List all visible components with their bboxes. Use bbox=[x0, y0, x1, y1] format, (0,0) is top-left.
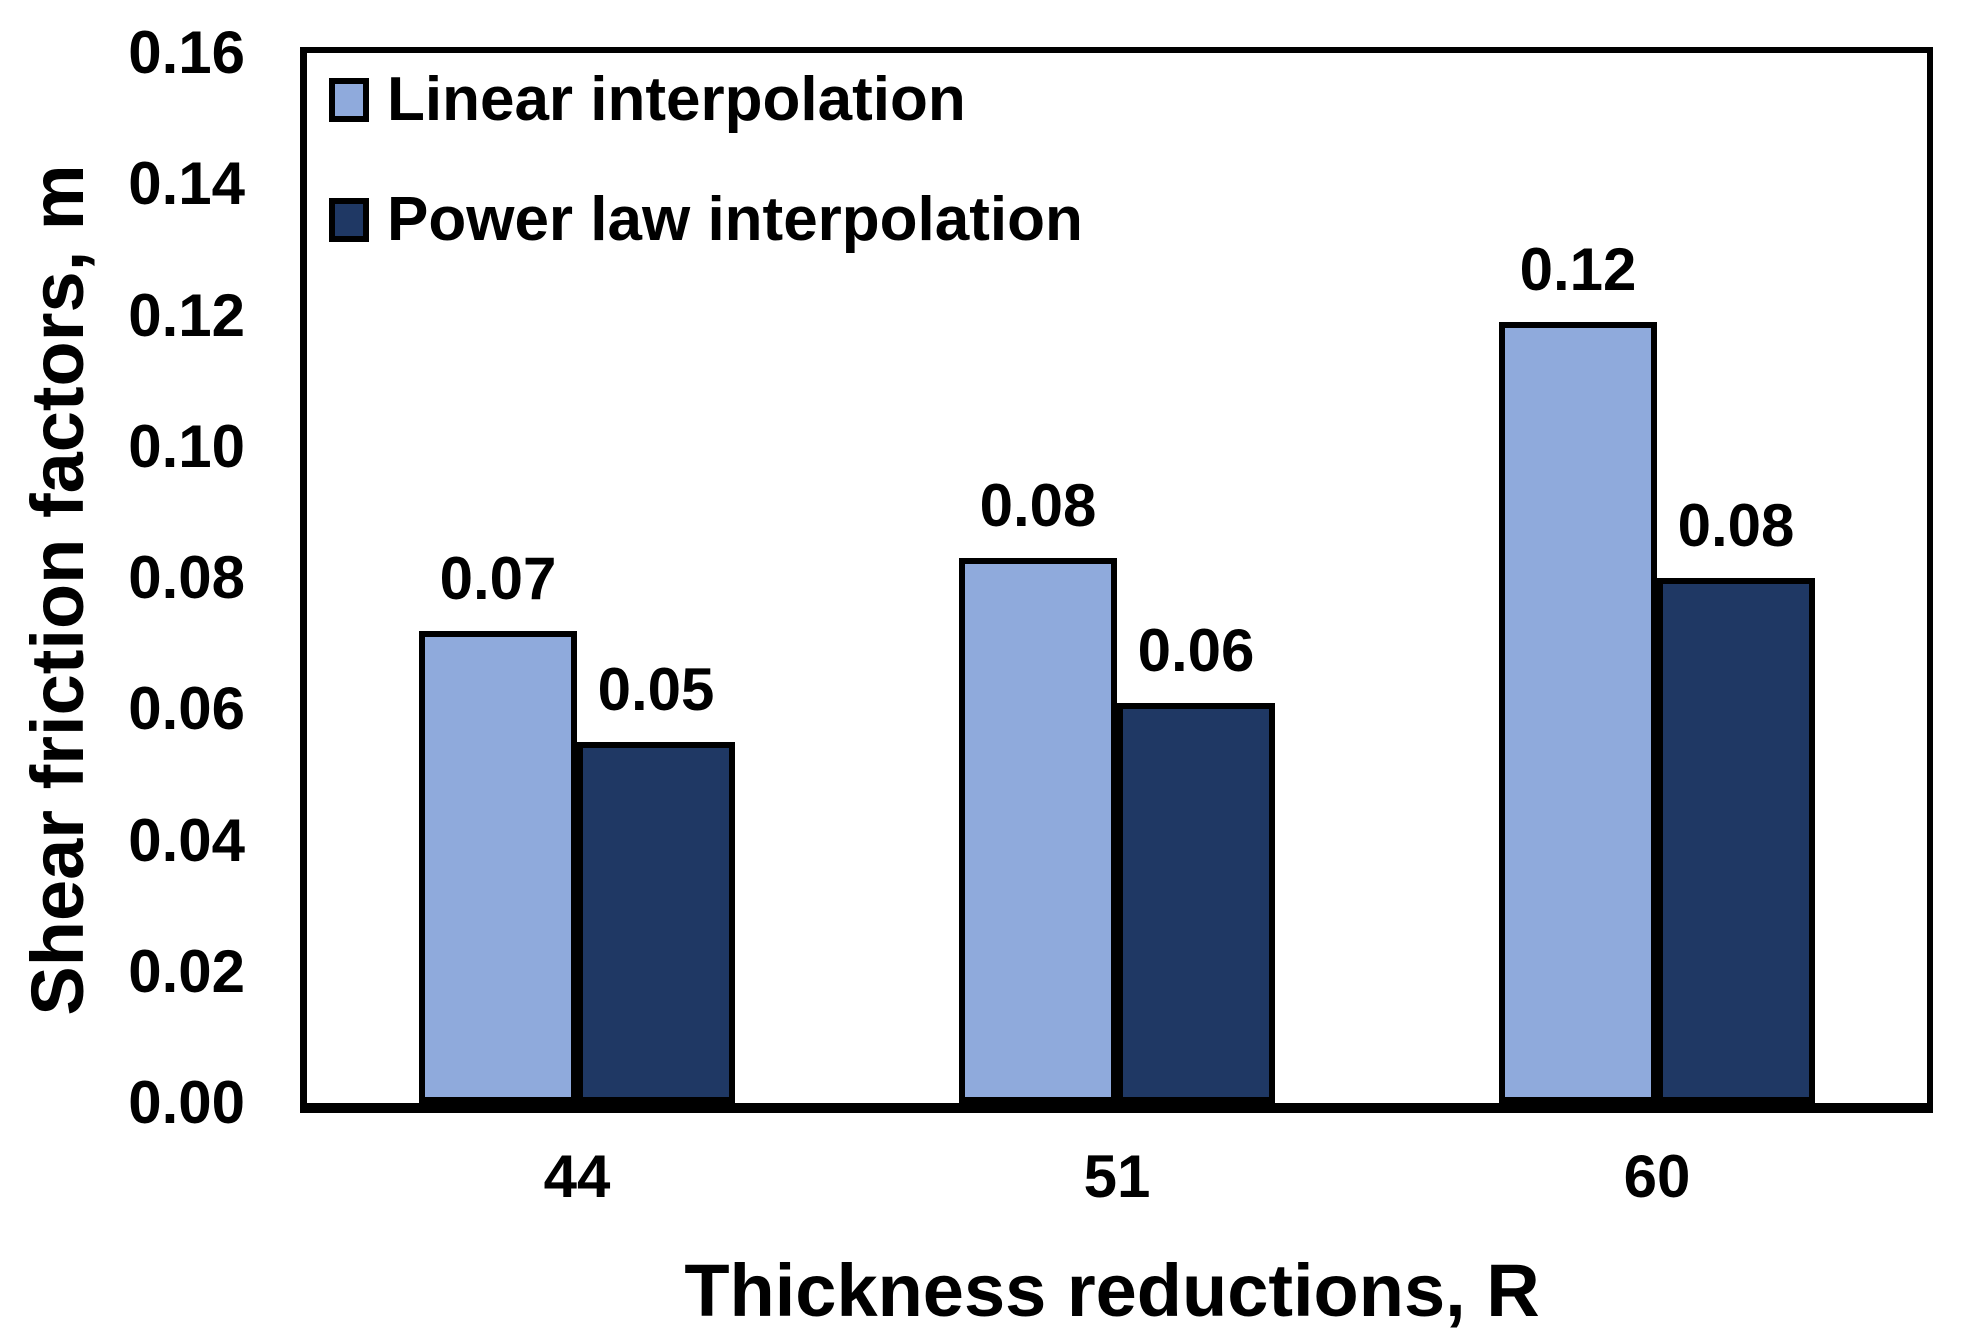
y-tick-label-0.16: 0.16 bbox=[128, 19, 245, 86]
y-tick-label-0.10: 0.10 bbox=[128, 412, 245, 480]
bar-series1-cat-44 bbox=[419, 631, 577, 1103]
y-tick-label-0.06: 0.06 bbox=[128, 675, 245, 743]
x-tick-label-60: 60 bbox=[1623, 1143, 1691, 1210]
y-tick-label-0.04: 0.04 bbox=[128, 806, 245, 874]
plot-area: 0.07 0.05 0.08 0.06 0.12 0.08 Linear interpol… bbox=[300, 47, 1933, 1113]
bar-series2-cat-51 bbox=[1117, 703, 1275, 1103]
data-label-series2-cat-60: 0.08 bbox=[1677, 492, 1795, 559]
legend-label: Linear interpolation bbox=[387, 65, 966, 134]
x-tick-label-51: 51 bbox=[1083, 1143, 1151, 1210]
x-axis-title: Thickness reductions, R bbox=[684, 1249, 1540, 1332]
legend-item-2: Power law interpolation bbox=[329, 189, 1083, 251]
legend-swatch-icon bbox=[329, 78, 369, 122]
plot-inner: 0.07 0.05 0.08 0.06 0.12 0.08 bbox=[307, 53, 1927, 1103]
data-label-series1-cat-44: 0.07 bbox=[439, 545, 557, 612]
legend-swatch-icon bbox=[329, 198, 369, 242]
y-tick-label-0.14: 0.14 bbox=[128, 150, 245, 218]
y-tick-label-0.02: 0.02 bbox=[128, 937, 245, 1005]
x-tick-label-44: 44 bbox=[543, 1143, 611, 1210]
legend-item-1: Linear interpolation bbox=[329, 69, 1083, 131]
bar-series2-cat-44 bbox=[577, 742, 735, 1103]
data-label-series2-cat-51: 0.06 bbox=[1137, 617, 1255, 684]
y-tick-label-0.00: 0.00 bbox=[128, 1069, 245, 1136]
bar-series1-cat-51 bbox=[959, 558, 1117, 1103]
y-tick-label-0.08: 0.08 bbox=[128, 544, 245, 611]
bar-series1-cat-60 bbox=[1499, 322, 1657, 1103]
data-label-series2-cat-44: 0.05 bbox=[597, 656, 715, 723]
y-tick-label-0.12: 0.12 bbox=[128, 281, 245, 349]
data-label-series1-cat-51: 0.08 bbox=[979, 472, 1097, 539]
bar-series2-cat-60 bbox=[1657, 578, 1815, 1103]
data-label-series1-cat-60: 0.12 bbox=[1519, 236, 1637, 303]
legend: Linear interpolation Power law interpolat… bbox=[329, 69, 1083, 251]
legend-label: Power law interpolation bbox=[387, 185, 1083, 254]
